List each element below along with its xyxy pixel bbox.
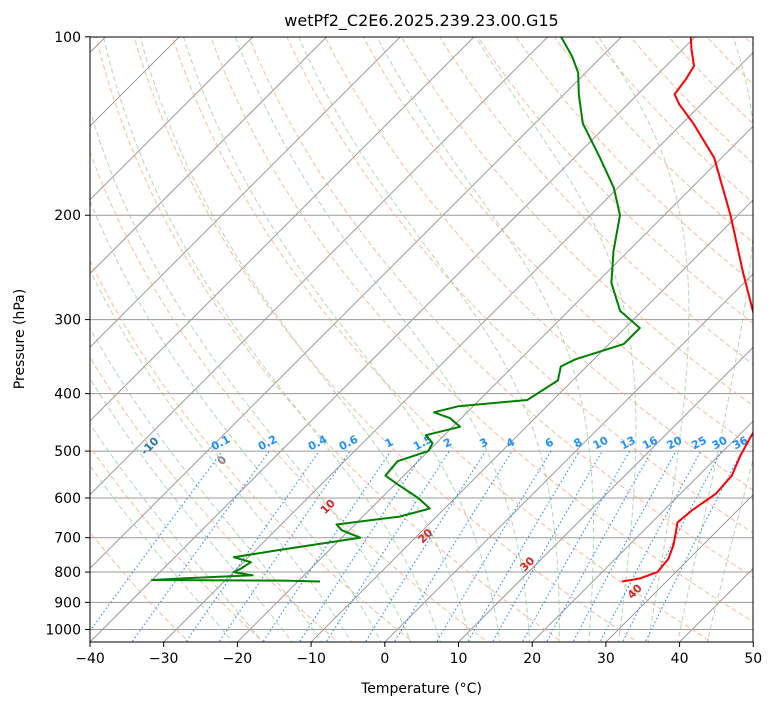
isotherm-line [310, 199, 753, 642]
isotherm-grid [90, 37, 753, 642]
mixing-ratio-label: 20 [665, 433, 685, 452]
y-tick-label: 200 [54, 208, 81, 224]
isotherm-line [162, 51, 753, 642]
mixing-ratio-line [491, 450, 603, 642]
y-tick-label: 800 [54, 565, 81, 581]
temperature-profile-line [621, 37, 753, 583]
moist-adiabats [90, 37, 753, 642]
mixing-ratio-line [218, 450, 351, 642]
dry-adiabat-line [133, 37, 638, 642]
mixing-ratio-line [599, 450, 702, 642]
mixing-ratio-line [325, 450, 450, 642]
isotherm-line [90, 37, 475, 422]
mixing-ratio-line [621, 450, 722, 642]
dry-adiabat-line [90, 531, 190, 642]
x-tick-label: 40 [671, 651, 689, 667]
mixing-ratio-line [185, 450, 320, 642]
moist-adiabat-line [376, 37, 594, 642]
isobar-grid [90, 37, 753, 630]
moist-adiabat-line [90, 422, 263, 642]
dry-adiabat-line [362, 37, 753, 449]
moist-adiabat-line [183, 37, 501, 642]
dry-adiabat-line [90, 150, 489, 642]
y-tick-label: 400 [54, 387, 81, 403]
moist-adiabat-line [706, 458, 753, 642]
moist-adiabat-line [90, 327, 323, 642]
isotherm-line [90, 37, 401, 348]
moist-adiabat-line [298, 37, 560, 642]
mixing-ratio-label: 30 [710, 434, 730, 453]
x-tick-label: −30 [149, 651, 179, 667]
mixing-ratio-label: 25 [689, 434, 709, 453]
moist-adiabat-line [598, 37, 690, 642]
x-tick-label: −20 [223, 651, 253, 667]
mixing-ratio-line [262, 450, 392, 642]
mixing-ratio-lines [90, 450, 743, 642]
mixing-ratio-line [298, 450, 425, 642]
plot-frame [89, 36, 754, 643]
dry-adiabat-line [90, 445, 265, 642]
moist-adiabat-line [677, 37, 753, 642]
x-axis-ticks: −40 −30 −20 −10 0 10 20 30 40 50 [75, 642, 762, 667]
mixing-ratio-label: 16 [640, 433, 660, 452]
dry-adiabat-line [439, 37, 753, 365]
mixing-ratio-line [364, 450, 487, 642]
mixing-ratio-line [131, 450, 270, 642]
dry-adiabat-line [477, 37, 753, 324]
moist-adiabat-line [90, 464, 234, 642]
x-tick-label: −40 [75, 651, 105, 667]
chart-title: wetPf2_C2E6.2025.239.23.00.G15 [284, 11, 558, 31]
isotherm-line [90, 37, 549, 496]
mixing-ratio-line [572, 450, 677, 642]
mixing-ratio-label: 10 [591, 433, 611, 452]
moist-adiabat-line [90, 199, 382, 642]
isotherm-line [90, 37, 254, 201]
isotherm-line [457, 346, 753, 642]
x-tick-label: 30 [597, 651, 615, 667]
mixing-ratio-label: 13 [618, 434, 638, 453]
dewpoint-profile-line [151, 37, 641, 583]
isotherm-line [90, 37, 696, 642]
y-axis-ticks: 100 200 300 400 500 600 700 800 900 1000 [45, 30, 90, 639]
dry-adiabat-line [171, 37, 713, 642]
moist-adiabat-line [90, 269, 352, 642]
y-tick-label: 1000 [45, 623, 81, 639]
mixing-ratio-line [467, 450, 581, 642]
isotherm-line [90, 37, 328, 275]
y-axis-label: Pressure (hPa) [12, 289, 28, 389]
y-tick-label: 100 [54, 30, 81, 46]
isotherm-line [90, 37, 623, 570]
y-tick-label: 900 [54, 595, 81, 611]
dry-adiabat-line [90, 356, 339, 642]
moist-adiabat-line [90, 377, 293, 642]
isotherm-line [531, 420, 753, 642]
dry-adiabat-line [210, 37, 753, 623]
dry-adiabats [90, 37, 753, 642]
dry-adiabat-line [90, 259, 414, 642]
y-tick-label: 600 [54, 491, 81, 507]
x-tick-label: 0 [380, 651, 389, 667]
moist-adiabat-line [475, 37, 637, 642]
sounding-profiles [151, 37, 753, 583]
dry-adiabat-line [324, 37, 753, 491]
mixing-ratio-line [393, 450, 513, 642]
y-tick-label: 700 [54, 531, 81, 547]
mixing-ratio-line [644, 450, 743, 642]
mixing-ratio-line [90, 450, 223, 632]
moist-adiabat-line [234, 37, 531, 642]
x-tick-label: 50 [744, 651, 762, 667]
moist-adiabat-line [103, 37, 441, 642]
isotherm-line [384, 273, 753, 642]
x-tick-label: 10 [450, 651, 468, 667]
isotherm-line [605, 494, 753, 642]
x-axis-label: Temperature (°C) [360, 681, 482, 697]
y-tick-label: 300 [54, 313, 81, 329]
x-tick-label: −10 [296, 651, 326, 667]
y-tick-label: 500 [54, 444, 81, 460]
x-tick-label: 20 [523, 651, 541, 667]
